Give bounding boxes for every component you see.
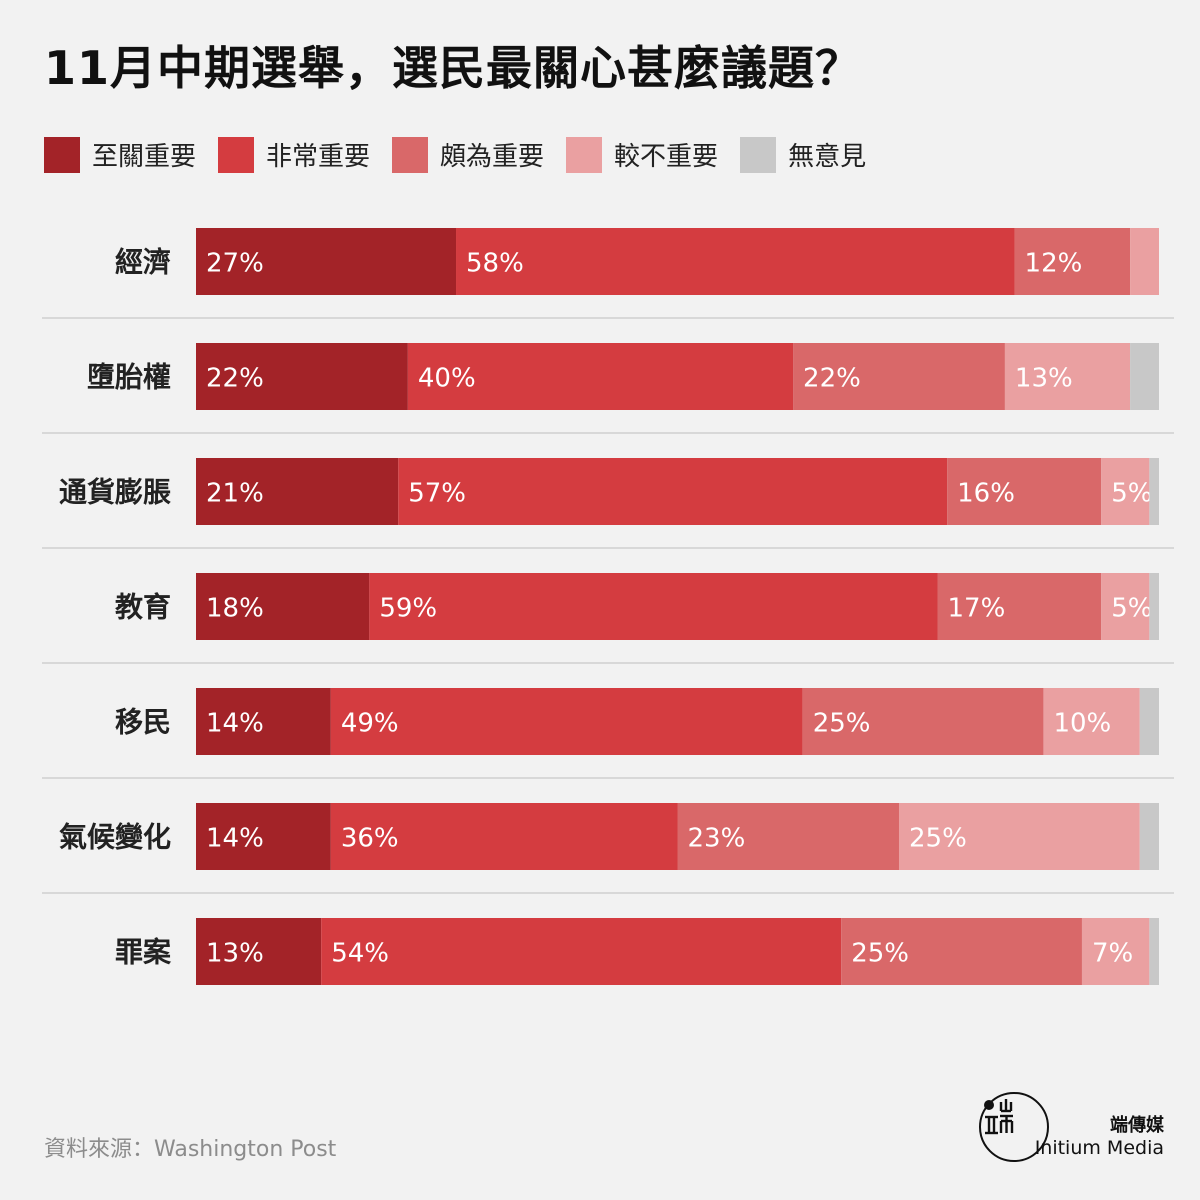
category-label: 通貨膨脹 <box>59 476 171 509</box>
bar-segment <box>330 803 678 870</box>
brand-name-en: Initium Media <box>1034 1137 1164 1159</box>
data-label: 13% <box>1015 364 1073 394</box>
legend-swatch <box>566 136 603 173</box>
bar-segment <box>196 228 457 295</box>
data-label: 36% <box>341 824 399 854</box>
category-label: 移民 <box>115 706 171 739</box>
legend-label: 無意見 <box>788 142 867 172</box>
bar-segment <box>456 228 1015 295</box>
data-label: 25% <box>851 939 909 969</box>
category-label: 墮胎權 <box>87 361 171 394</box>
data-label: 25% <box>909 824 967 854</box>
bar-segment <box>398 458 948 525</box>
data-label: 12% <box>1025 249 1083 279</box>
legend: 至關重要 非常重要 頗為重要 較不重要 無意見 <box>44 136 888 173</box>
legend-label: 非常重要 <box>266 142 371 172</box>
bar-segment <box>1004 343 1131 410</box>
data-label: 13% <box>206 939 264 969</box>
category-label: 經濟 <box>115 246 171 279</box>
data-label: 54% <box>331 939 389 969</box>
source-note: 資料來源：Washington Post <box>44 1137 337 1162</box>
data-label: 58% <box>466 249 524 279</box>
bar-segment <box>196 803 331 870</box>
category-label: 氣候變化 <box>59 821 171 854</box>
bar-segment <box>898 803 1140 870</box>
data-label: 22% <box>206 364 264 394</box>
brand-name-cn: 端傳媒 <box>1110 1115 1164 1136</box>
legend-swatch <box>218 136 255 173</box>
legend-item-1: 非常重要 <box>218 136 370 173</box>
data-label: 23% <box>688 824 746 854</box>
data-label: 21% <box>206 479 264 509</box>
bar-segment <box>1130 228 1159 295</box>
data-label: 17% <box>948 594 1006 624</box>
bar-segment <box>802 688 1044 755</box>
bar-segment <box>196 918 322 985</box>
bar-segment <box>1081 918 1150 985</box>
legend-item-0: 至關重要 <box>44 136 196 173</box>
bar-segment <box>1014 228 1131 295</box>
bar-segment <box>369 573 938 640</box>
bar-segment <box>1043 688 1140 755</box>
brand-logo: 端傳媒 Initium Media <box>978 1085 1168 1165</box>
legend-swatch <box>44 136 80 173</box>
bar-segment <box>196 688 331 755</box>
initium-logo-icon <box>979 1092 1049 1162</box>
bar-segment <box>1130 343 1159 410</box>
bar-segment <box>793 343 1005 410</box>
bar-segment <box>1149 573 1159 640</box>
legend-swatch <box>392 136 429 173</box>
legend-item-3: 較不重要 <box>566 136 718 173</box>
bar-segment <box>407 343 794 410</box>
legend-label: 頗為重要 <box>440 142 545 172</box>
legend-item-4: 無意見 <box>740 136 866 173</box>
bar-segment <box>1101 573 1150 640</box>
data-label: 59% <box>379 594 437 624</box>
category-label: 教育 <box>115 591 171 624</box>
bar-segment <box>1101 458 1150 525</box>
bar-segment <box>196 573 370 640</box>
bar-segment <box>330 688 803 755</box>
data-label: 16% <box>957 479 1015 509</box>
data-label: 40% <box>418 364 476 394</box>
data-label: 49% <box>341 709 399 739</box>
data-label: 7% <box>1092 939 1133 969</box>
data-label: 10% <box>1053 709 1111 739</box>
bar-segment <box>1149 918 1159 985</box>
legend-swatch <box>740 136 777 173</box>
data-label: 5% <box>1111 594 1152 624</box>
data-label: 5% <box>1111 479 1152 509</box>
data-label: 27% <box>206 249 264 279</box>
bar-segment <box>1139 688 1159 755</box>
data-label: 22% <box>803 364 861 394</box>
bar-segment <box>841 918 1082 985</box>
legend-label: 較不重要 <box>614 142 719 172</box>
bar-segment <box>947 458 1102 525</box>
data-label: 25% <box>813 709 871 739</box>
data-label: 14% <box>206 824 264 854</box>
data-label: 57% <box>408 479 466 509</box>
bar-segment <box>321 918 842 985</box>
chart-title: 11月中期選舉，選民最關心甚麼議題？ <box>44 41 863 95</box>
bar-segment <box>1139 803 1159 870</box>
bar-segment <box>937 573 1102 640</box>
bar-segment <box>1149 458 1159 525</box>
legend-label: 至關重要 <box>92 142 197 172</box>
bar-segment <box>196 458 399 525</box>
bar-segment <box>677 803 899 870</box>
bar-segment <box>196 343 408 410</box>
data-label: 18% <box>206 594 264 624</box>
category-label: 罪案 <box>115 936 172 969</box>
data-label: 14% <box>206 709 264 739</box>
legend-item-2: 頗為重要 <box>392 136 544 173</box>
